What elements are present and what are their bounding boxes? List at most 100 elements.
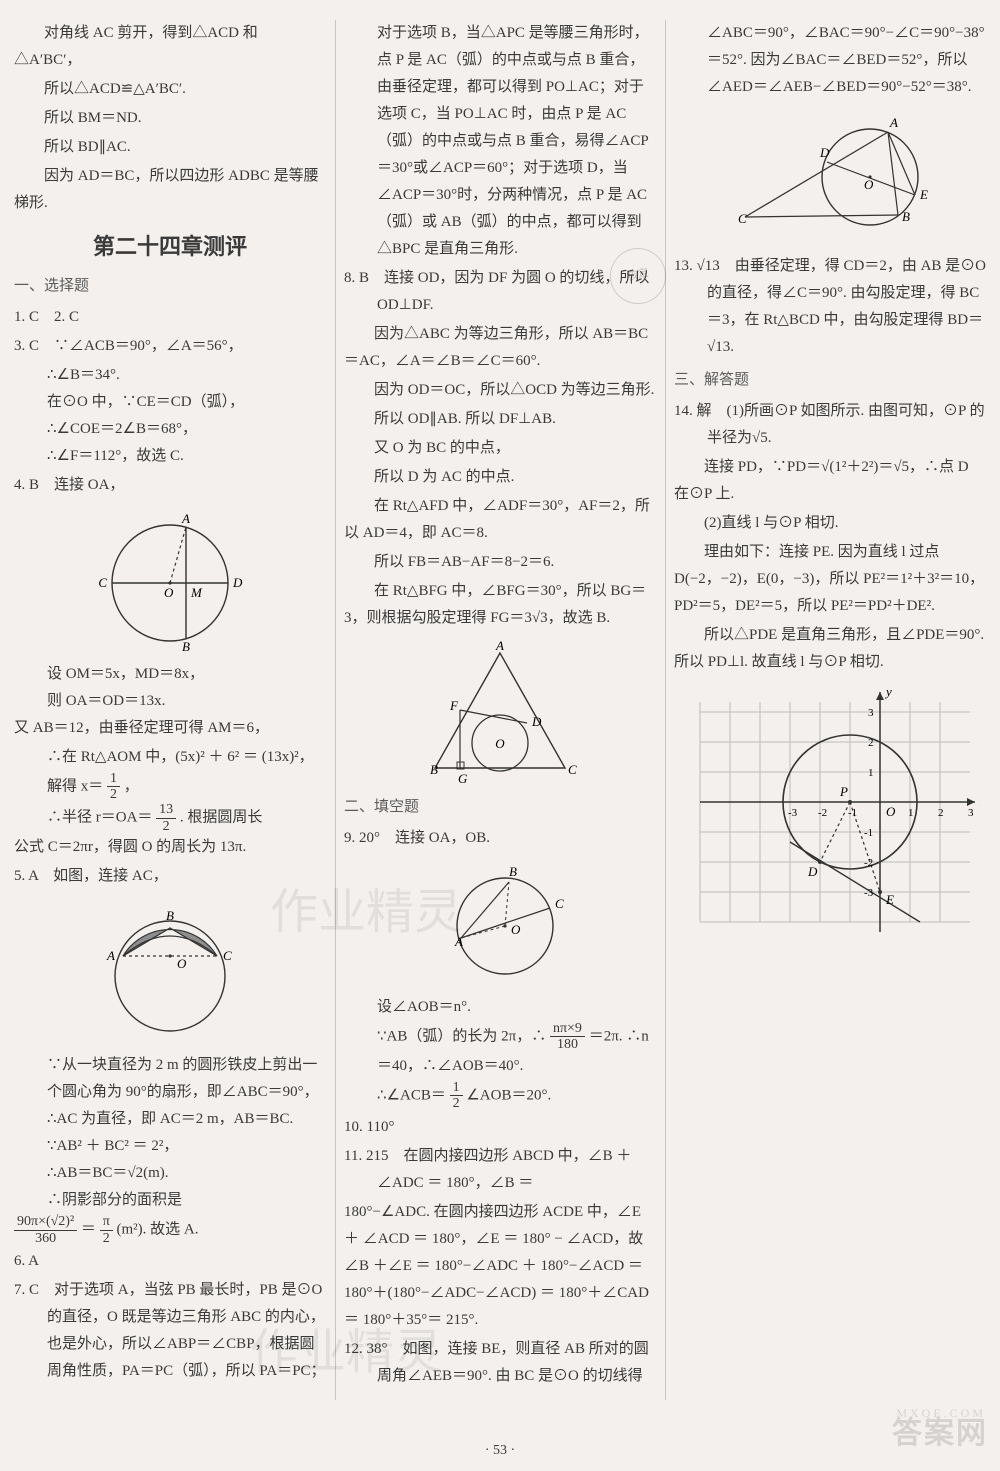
svg-text:B: B [182, 639, 190, 654]
svg-text:3: 3 [868, 707, 874, 719]
svg-text:C: C [568, 762, 577, 777]
svg-text:B: B [902, 209, 910, 224]
svg-text:O: O [164, 585, 174, 600]
figure-q5: A B C O [14, 896, 326, 1046]
svg-text:C: C [555, 896, 564, 911]
svg-text:O: O [864, 177, 874, 192]
svg-text:G: G [458, 771, 468, 786]
svg-text:M: M [190, 585, 203, 600]
question-10: 10. 110° [344, 1114, 656, 1141]
question-3-lead: 3. C ∵∠ACB＝90°，∠A＝56°， [14, 333, 326, 360]
question-8-l5: 所以 D 为 AC 的中点. [344, 464, 656, 491]
section-1-title: 一、选择题 [14, 273, 326, 300]
figure-q9: A B C O [344, 858, 656, 988]
section-2-title: 二、填空题 [344, 794, 656, 821]
question-4-lead: 4. B 连接 OA， [14, 472, 326, 499]
question-5-l4: ∴AB＝BC＝√2(m). [47, 1160, 326, 1187]
question-3-l2: ∴∠B＝34°. [47, 362, 326, 389]
svg-text:2: 2 [868, 737, 874, 749]
question-14-p4: 理由如下：连接 PE. 因为直线 l 过点 D(−2，−2)，E(0，−3)，所… [674, 539, 986, 620]
figure-q8: A B C D F G O [344, 638, 656, 788]
svg-text:-3: -3 [864, 887, 874, 899]
svg-text:-2: -2 [864, 857, 873, 869]
question-6: 6. A [14, 1248, 326, 1275]
intro-line-4: 所以 BD∥AC. [14, 134, 326, 161]
svg-text:A: A [495, 638, 504, 653]
svg-text:C: C [738, 211, 747, 226]
question-4-l5: ∴半径 r＝OA＝ 132 . 根据圆周长 [47, 802, 326, 834]
svg-text:A: A [181, 511, 190, 526]
question-11: 11. 215 在圆内接四边形 ABCD 中，∠B ＋ ∠ADC ＝ 180°，… [344, 1143, 656, 1197]
intro-line-3: 所以 BM＝ND. [14, 105, 326, 132]
svg-text:A: A [454, 934, 463, 949]
figure-q4: A B C D O M [14, 505, 326, 655]
svg-text:y: y [884, 684, 892, 699]
question-4-l3: 又 AB＝12，由垂径定理可得 AM＝6， [14, 715, 326, 742]
question-9-l2: ∵AB（弧）的长为 2π，∴ nπ×9180 ＝2π. ∴n＝40，∴∠AOB＝… [377, 1021, 656, 1080]
intro-line-5: 因为 AD＝BC，所以四边形 ADBC 是等腰梯形. [14, 163, 326, 217]
question-14-p5: 所以△PDE 是直角三角形，且∠PDE＝90°. 所以 PD⊥l. 故直线 l … [674, 622, 986, 676]
chapter-title: 第二十四章测评 [14, 227, 326, 267]
question-5-l3: ∵AB² ＋ BC² ＝ 2²， [47, 1133, 326, 1160]
question-8-l7: 所以 FB＝AB−AF＝8−2＝6. [344, 549, 656, 576]
question-5-l1: ∵从一块直径为 2 m 的圆形铁皮上剪出一个圆心角为 90°的扇形，即∠ABC＝… [47, 1052, 326, 1106]
question-4-l6: 公式 C＝2πr，得圆 O 的周长为 13π. [14, 834, 326, 861]
svg-text:3: 3 [968, 807, 974, 819]
svg-text:C: C [98, 575, 107, 590]
svg-text:O: O [177, 956, 187, 971]
question-3-l3: 在⊙O 中，∵CE＝CD（弧）， [47, 389, 326, 416]
question-14-p3: (2)直线 l 与⊙P 相切. [674, 510, 986, 537]
question-5-l2: ∴AC 为直径，即 AC＝2 m，AB＝BC. [47, 1106, 326, 1133]
question-5-lead: 5. A 如图，连接 AC， [14, 863, 326, 890]
question-4-l1: 设 OM＝5x，MD＝8x， [47, 661, 326, 688]
section-3-title: 三、解答题 [674, 367, 986, 394]
question-3-l4: ∴∠COE＝2∠B＝68°， [47, 416, 326, 443]
question-8-l4: 又 O 为 BC 的中点， [344, 435, 656, 462]
svg-text:D: D [232, 575, 243, 590]
page-number: · 53 · [0, 1438, 1000, 1463]
svg-text:-1: -1 [864, 827, 873, 839]
svg-text:1: 1 [908, 807, 914, 819]
question-13: 13. √13 由垂径定理，得 CD＝2，由 AB 是⊙O 的直径，得∠C＝90… [674, 253, 986, 361]
svg-text:B: B [509, 864, 517, 879]
svg-text:-2: -2 [818, 807, 827, 819]
svg-text:O: O [886, 804, 896, 819]
question-14-p2: 连接 PD，∵PD＝√(1²＋2²)＝√5，∴点 D 在⊙P 上. [674, 454, 986, 508]
figure-q14: x y P O D E -3 -2 -1 1 2 3 1 2 3 -1 -2 -3 [674, 682, 986, 942]
svg-text:2: 2 [938, 807, 944, 819]
question-9-l3: ∴∠ACB＝ 12 ∠AOB＝20°. [377, 1080, 656, 1112]
question-8-l3: 所以 OD∥AB. 所以 DF⊥AB. [344, 406, 656, 433]
figure-q12: A B C D E O [674, 107, 986, 247]
svg-text:A: A [889, 115, 898, 130]
svg-text:E: E [919, 187, 928, 202]
question-5-l6: 90π×(√2)²360 ＝ π2 (m²). 故选 A. [14, 1214, 326, 1246]
question-5-l5: ∴阴影部分的面积是 [47, 1187, 326, 1214]
question-3-l5: ∴∠F＝112°，故选 C. [47, 443, 326, 470]
svg-text:-1: -1 [848, 807, 857, 819]
intro-line-1: 对角线 AC 剪开，得到△ACD 和 △A′BC′， [14, 20, 326, 74]
svg-text:B: B [166, 908, 174, 923]
svg-text:x: x [979, 794, 980, 809]
svg-text:O: O [511, 922, 521, 937]
question-8-l6: 在 Rt△AFD 中，∠ADF＝30°，AF＝2，所以 AD＝4，即 AC＝8. [344, 493, 656, 547]
svg-text:1: 1 [868, 767, 874, 779]
svg-text:D: D [819, 145, 830, 160]
question-4-l4: ∴在 Rt△AOM 中，(5x)² ＋ 6² ＝ (13x)²，解得 x＝ 12… [47, 744, 326, 803]
svg-text:B: B [430, 762, 438, 777]
question-14-p1: 14. 解 (1)所画⊙P 如图所示. 由图可知，⊙P 的半径为√5. [674, 398, 986, 452]
svg-text:-3: -3 [788, 807, 798, 819]
question-1-2: 1. C 2. C [14, 304, 326, 331]
svg-text:P: P [839, 784, 848, 799]
question-8-l2: 因为 OD＝OC，所以△OCD 为等边三角形. [344, 377, 656, 404]
svg-text:A: A [106, 948, 115, 963]
question-4-l2: 则 OA＝OD＝13x. [47, 688, 326, 715]
question-9-l1: 设∠AOB＝n°. [377, 994, 656, 1021]
svg-text:E: E [885, 892, 894, 907]
svg-text:D: D [807, 864, 818, 879]
svg-text:D: D [531, 714, 542, 729]
question-11-cont: 180°−∠ADC. 在圆内接四边形 ACDE 中，∠E ＋ ∠ACD ＝ 18… [344, 1199, 656, 1334]
question-8-l8: 在 Rt△BFG 中，∠BFG＝30°，所以 BG＝3，则根据勾股定理得 FG＝… [344, 578, 656, 632]
question-9-lead: 9. 20° 连接 OA，OB. [344, 825, 656, 852]
question-8-l1: 因为△ABC 为等边三角形，所以 AB＝BC＝AC，∠A＝∠B＝∠C＝60°. [344, 321, 656, 375]
svg-text:C: C [223, 948, 232, 963]
